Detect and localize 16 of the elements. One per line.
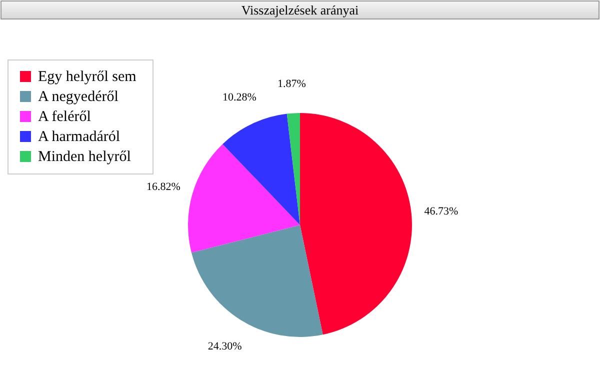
legend-label: A negyedéről — [38, 89, 118, 105]
legend-label: Minden helyről — [38, 149, 131, 165]
data-label: 10.28% — [222, 92, 256, 104]
pie-slice — [300, 113, 412, 335]
pie-slice — [286, 113, 300, 225]
data-label: 46.73% — [424, 205, 458, 218]
pie-slice — [188, 144, 300, 253]
chart-title: Visszajelzések arányai — [241, 2, 360, 18]
legend-label: Egy helyről sem — [38, 69, 137, 85]
data-label: 24.30% — [208, 340, 242, 352]
legend-label: A harmadáról — [38, 129, 120, 145]
legend-label: A feléről — [38, 109, 91, 125]
data-label: 1.87% — [277, 78, 306, 90]
pie-slice — [191, 225, 323, 337]
data-label: 16.82% — [146, 180, 180, 193]
pie-slice — [222, 114, 300, 225]
